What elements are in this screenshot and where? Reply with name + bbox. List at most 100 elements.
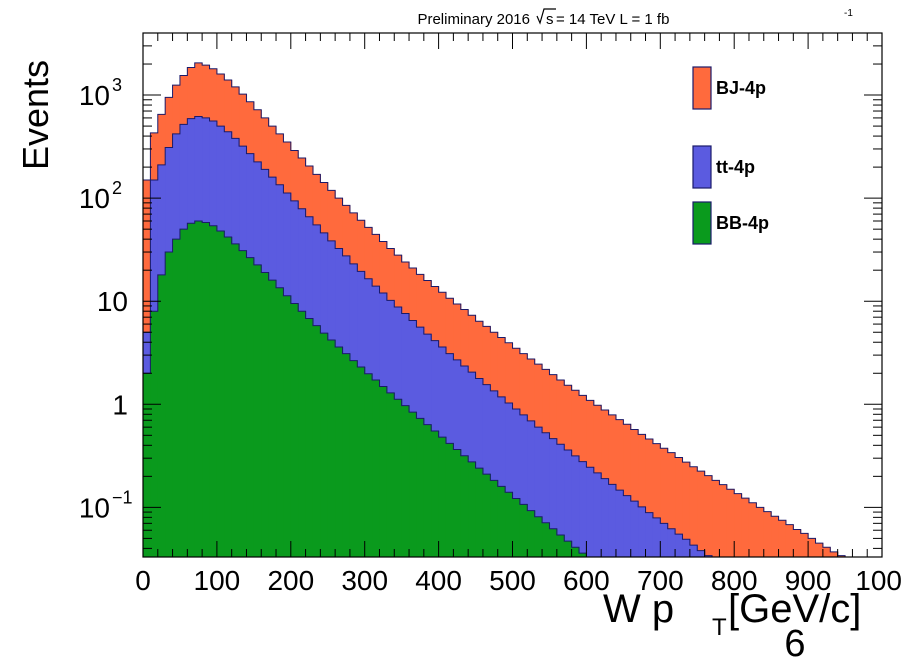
x-tick-label: 200 xyxy=(267,565,314,596)
bar-BB-4p-4 xyxy=(172,239,181,557)
svg-text:−1: −1 xyxy=(112,487,133,507)
bar-BJ-4p-84 xyxy=(763,511,772,557)
legend-label: BB-4p xyxy=(716,213,769,233)
bar-BB-4p-40 xyxy=(438,437,447,557)
bar-tt-4p-74 xyxy=(689,545,698,557)
bar-BB-4p-30 xyxy=(364,373,373,557)
bar-BB-4p-57 xyxy=(564,541,573,557)
bar-BB-4p-58 xyxy=(571,547,580,557)
bar-BB-4p-22 xyxy=(305,318,314,557)
bar-tt-4p-68 xyxy=(645,512,654,557)
legend-label: tt-4p xyxy=(716,157,755,177)
bar-BB-4p-2 xyxy=(157,274,166,557)
bar-BJ-4p-77 xyxy=(712,480,721,557)
bar-BB-4p-34 xyxy=(394,399,403,557)
bar-BB-4p-53 xyxy=(534,516,543,557)
outline-BJ-4p xyxy=(143,62,882,558)
x-axis-label-subscript: T xyxy=(712,614,727,641)
x-tick-label: 800 xyxy=(711,565,758,596)
bar-tt-4p-60 xyxy=(586,467,595,557)
svg-text:2: 2 xyxy=(112,178,122,198)
bar-tt-4p-64 xyxy=(615,490,624,557)
bar-BJ-4p-78 xyxy=(719,484,728,557)
legend-label: BJ-4p xyxy=(716,78,766,98)
header-lumi-exponent: -1 xyxy=(844,8,853,19)
bar-BB-4p-21 xyxy=(298,311,307,557)
axis-ticks xyxy=(142,32,883,557)
legend-item-BJ-4p: BJ-4p xyxy=(692,66,766,110)
bar-BB-4p-20 xyxy=(290,303,299,557)
bar-BB-4p-23 xyxy=(312,325,321,557)
bar-BJ-4p-66 xyxy=(630,429,639,557)
sqrt-symbol xyxy=(536,8,556,25)
bar-tt-4p-76 xyxy=(704,555,713,557)
bar-BJ-4p-79 xyxy=(726,489,735,557)
bar-BJ-4p-92 xyxy=(822,547,831,557)
bar-BB-4p-17 xyxy=(268,280,277,557)
bar-BB-4p-48 xyxy=(497,486,506,557)
x-axis-label-main: W p xyxy=(603,587,674,631)
y-axis-label: Events xyxy=(15,60,56,170)
bar-BB-4p-18 xyxy=(276,287,285,557)
bar-tt-4p-55 xyxy=(549,438,558,557)
bar-tt-4p-70 xyxy=(660,523,669,557)
bar-BJ-4p-68 xyxy=(645,439,654,557)
bar-BB-4p-7 xyxy=(194,221,203,557)
bar-BJ-4p-85 xyxy=(771,516,780,557)
bar-tt-4p-73 xyxy=(682,539,691,557)
bar-BJ-4p-64 xyxy=(615,419,624,557)
x-tick-label: 100 xyxy=(855,565,902,596)
bar-BB-4p-32 xyxy=(379,386,388,557)
bar-BB-4p-45 xyxy=(475,468,484,557)
legend-swatch xyxy=(692,201,712,245)
bar-BJ-4p-76 xyxy=(704,475,713,557)
y-tick-label: 10 2 xyxy=(79,178,122,214)
bar-BB-4p-29 xyxy=(357,367,366,557)
bar-BB-4p-44 xyxy=(468,461,477,557)
bar-tt-4p-47 xyxy=(490,390,499,557)
x-tick-label: 600 xyxy=(563,565,610,596)
bar-BJ-4p-69 xyxy=(652,443,661,557)
plot-area xyxy=(143,62,882,558)
bar-BJ-4p-89 xyxy=(800,533,809,557)
bar-BB-4p-35 xyxy=(401,405,410,557)
x-tick-label: 400 xyxy=(415,565,462,596)
bar-tt-4p-62 xyxy=(601,478,610,557)
x-tick-label: 0 xyxy=(135,565,151,596)
x-tick-labels: 0 100 200 300 400 500 600 700 800 900 100 xyxy=(135,565,902,596)
bar-tt-4p-63 xyxy=(608,484,617,557)
bar-tt-4p-75 xyxy=(697,550,706,557)
bar-BJ-4p-86 xyxy=(778,520,787,557)
svg-text:10: 10 xyxy=(79,183,110,214)
bar-BB-4p-6 xyxy=(187,223,196,558)
bar-BJ-4p-87 xyxy=(785,524,794,557)
bar-BB-4p-13 xyxy=(239,250,248,557)
header-energy-lumi: = 14 TeV L = 1 fb xyxy=(556,11,669,28)
header-prefix: Preliminary 2016 xyxy=(417,11,530,28)
bar-BJ-4p-80 xyxy=(734,493,743,557)
bar-BB-4p-49 xyxy=(505,492,514,557)
bar-BB-4p-24 xyxy=(320,333,329,557)
bar-BB-4p-28 xyxy=(349,360,358,557)
bar-BB-4p-15 xyxy=(253,264,262,557)
x-tick-label: 500 xyxy=(489,565,536,596)
bar-BJ-4p-70 xyxy=(660,448,669,557)
legend: BJ-4p tt-4p BB-4p xyxy=(692,66,769,245)
bar-BB-4p-11 xyxy=(224,236,233,557)
x-tick-label: 900 xyxy=(785,565,832,596)
bar-tt-4p-57 xyxy=(564,450,573,557)
bar-BB-4p-16 xyxy=(261,272,270,557)
bar-BB-4p-39 xyxy=(431,431,440,557)
legend-item-tt-4p: tt-4p xyxy=(692,145,755,189)
bar-BB-4p-27 xyxy=(342,353,351,557)
bar-tt-4p-49 xyxy=(505,402,514,557)
svg-text:10: 10 xyxy=(97,286,128,317)
header-sqrt-s: s xyxy=(546,11,554,28)
bar-BB-4p-51 xyxy=(519,504,528,557)
legend-item-BB-4p: BB-4p xyxy=(692,201,769,245)
bar-tt-4p-50 xyxy=(512,409,521,557)
bar-BB-4p-33 xyxy=(386,392,395,557)
bar-BJ-4p-90 xyxy=(808,538,817,557)
